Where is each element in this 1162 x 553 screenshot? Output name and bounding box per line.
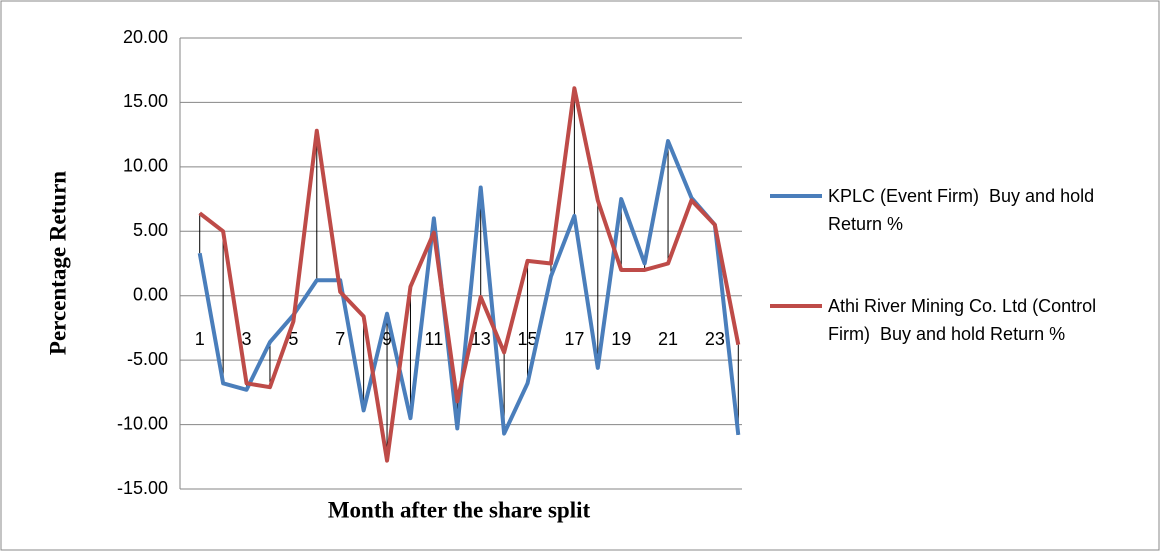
y-tick-label: -5.00 [127, 349, 168, 369]
y-axis-title: Percentage Return [45, 171, 70, 355]
x-tick-label: 1 [195, 329, 205, 349]
x-tick-label: 7 [335, 329, 345, 349]
y-tick-label: -15.00 [117, 478, 168, 498]
x-tick-label: 13 [471, 329, 491, 349]
x-tick-label: 5 [288, 329, 298, 349]
x-tick-label: 23 [705, 329, 725, 349]
y-tick-label: 5.00 [133, 220, 168, 240]
series-line [198, 86, 741, 463]
x-tick-label: 3 [242, 329, 252, 349]
y-tick-label: -10.00 [117, 413, 168, 433]
legend-label: Athi River Mining Co. Ltd (Control Firm)… [828, 296, 1102, 344]
y-tick-label: 0.00 [133, 284, 168, 304]
y-tick-label: 20.00 [123, 27, 168, 47]
y-tick-label: 15.00 [123, 91, 168, 111]
legend-label: KPLC (Event Firm) Buy and hold Return % [828, 186, 1100, 234]
x-axis-title: Month after the share split [328, 497, 591, 522]
y-tick-label: 10.00 [123, 156, 168, 176]
x-tick-label: 11 [425, 329, 444, 349]
series-line [197, 139, 741, 436]
x-tick-label: 21 [658, 329, 678, 349]
x-tick-label: 17 [564, 329, 584, 349]
x-tick-label: 19 [611, 329, 631, 349]
